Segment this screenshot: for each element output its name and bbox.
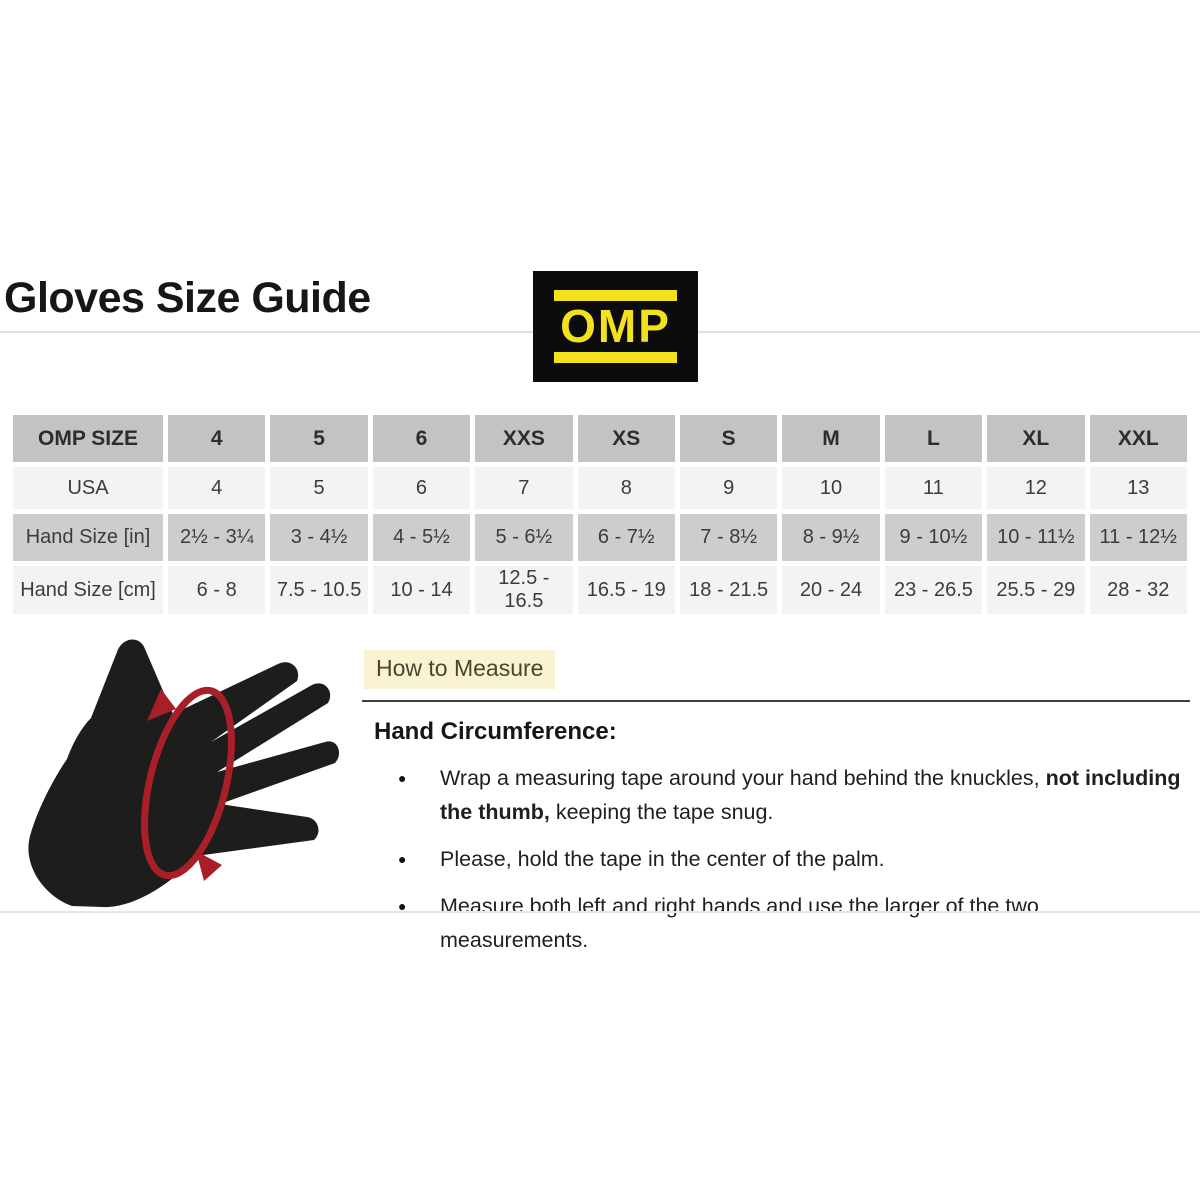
size-table-cell: 7 - 8½: [679, 514, 778, 561]
size-table-size-header: 6: [372, 415, 471, 462]
size-table-size-header: L: [884, 415, 983, 462]
size-table-body: USA 4 5 6 7 8 9 10 11 12 13 Hand Size [in] 2½ - 3¼ 3 …: [13, 467, 1187, 614]
size-table-cell: 18 - 21.5: [679, 566, 778, 614]
table-row: Hand Size [cm] 6 - 8 7.5 - 10.5 10 - 14 12.5…: [13, 566, 1187, 614]
hand-silhouette-svg: [28, 639, 340, 908]
size-table-cell: 12.5 - 16.5: [475, 566, 573, 614]
measure-arrow-loop: [141, 686, 235, 880]
size-table-cell: 10 - 14: [372, 566, 471, 614]
size-table-head: OMP SIZE 4 5 6 XXS XS S M L XL XXL: [13, 415, 1187, 462]
bullet-icon: ●: [398, 898, 407, 914]
size-table-size-header: 4: [168, 415, 266, 462]
how-to-measure-section: How to Measure Hand Circumference: ● Wra…: [362, 650, 1192, 970]
omp-logo-top-bar: [554, 290, 677, 301]
size-table-size-header: XL: [987, 415, 1085, 462]
size-table-cell: 28 - 32: [1089, 566, 1187, 614]
size-table-cell: 6: [372, 467, 471, 509]
bullet-icon: ●: [398, 851, 407, 867]
size-table-cell: 20 - 24: [782, 566, 880, 614]
size-table-size-header: XXS: [475, 415, 573, 462]
hand-circumference-heading: Hand Circumference:: [374, 718, 617, 745]
list-item: ● Measure both left and right hands and …: [362, 889, 1192, 957]
omp-logo-text: OMP: [560, 300, 671, 352]
size-table-cell: 8: [577, 467, 675, 509]
size-table-cell: 4 - 5½: [372, 514, 471, 561]
size-table-cell: 11: [884, 467, 983, 509]
table-row: USA 4 5 6 7 8 9 10 11 12 13: [13, 467, 1187, 509]
measure-arrowhead-bottom: [196, 851, 222, 881]
size-table: OMP SIZE 4 5 6 XXS XS S M L XL XXL USA 4 5 6 7 8 9 10 11 12…: [8, 410, 1192, 619]
size-table-cell: 16.5 - 19: [577, 566, 675, 614]
size-table-cell: 13: [1089, 467, 1187, 509]
instruction-text: Measure both left and right hands and us…: [440, 894, 1039, 952]
size-table-cell: 6 - 7½: [577, 514, 675, 561]
size-table-size-header: XXL: [1089, 415, 1187, 462]
size-table-size-header: XS: [577, 415, 675, 462]
size-table-cell: 5: [270, 467, 368, 509]
list-item: ● Please, hold the tape in the center of…: [362, 842, 1192, 876]
size-table-cell: 4: [168, 467, 266, 509]
size-table-size-header: S: [679, 415, 778, 462]
instruction-text: Wrap a measuring tape around your hand b…: [440, 766, 1046, 790]
size-table-cell: 9: [679, 467, 778, 509]
size-table-cell: 25.5 - 29: [987, 566, 1085, 614]
size-table-cell: 2½ - 3¼: [168, 514, 266, 561]
hand-measure-icon: [10, 623, 340, 908]
size-table-row-label: Hand Size [cm]: [13, 566, 163, 614]
instruction-text: Please, hold the tape in the center of t…: [440, 847, 885, 871]
size-table-cell: 10 - 11½: [987, 514, 1085, 561]
size-table-cell: 9 - 10½: [884, 514, 983, 561]
size-table-row-label: Hand Size [in]: [13, 514, 163, 561]
size-table-row-label: USA: [13, 467, 163, 509]
size-table-corner-header: OMP SIZE: [13, 415, 163, 462]
size-table-cell: 8 - 9½: [782, 514, 880, 561]
size-table-cell: 11 - 12½: [1089, 514, 1187, 561]
omp-logo-bottom-bar: [554, 352, 677, 363]
size-table-cell: 10: [782, 467, 880, 509]
hand-silhouette: [28, 639, 340, 908]
omp-logo: OMP: [533, 271, 698, 382]
section-divider-line: [362, 700, 1190, 702]
size-table-cell: 6 - 8: [168, 566, 266, 614]
list-item: ● Wrap a measuring tape around your hand…: [362, 761, 1192, 829]
size-table-cell: 7.5 - 10.5: [270, 566, 368, 614]
how-to-measure-label: How to Measure: [364, 650, 556, 689]
instruction-text: keeping the tape snug.: [549, 800, 774, 824]
measure-instructions-list: ● Wrap a measuring tape around your hand…: [362, 761, 1192, 957]
size-table-cell: 12: [987, 467, 1085, 509]
table-row: Hand Size [in] 2½ - 3¼ 3 - 4½ 4 - 5½ 5 - 6½ 6…: [13, 514, 1187, 561]
size-table-size-header: M: [782, 415, 880, 462]
size-table-cell: 23 - 26.5: [884, 566, 983, 614]
instruction-text-bold: not including the thumb,: [440, 766, 1181, 824]
size-table-cell: 3 - 4½: [270, 514, 368, 561]
bullet-icon: ●: [398, 770, 407, 786]
measure-arrowhead-top: [147, 689, 176, 721]
size-table-cell: 5 - 6½: [475, 514, 573, 561]
bottom-divider-line: [0, 911, 1200, 913]
size-table-size-header: 5: [270, 415, 368, 462]
page-title: Gloves Size Guide: [4, 274, 371, 322]
size-table-cell: 7: [475, 467, 573, 509]
